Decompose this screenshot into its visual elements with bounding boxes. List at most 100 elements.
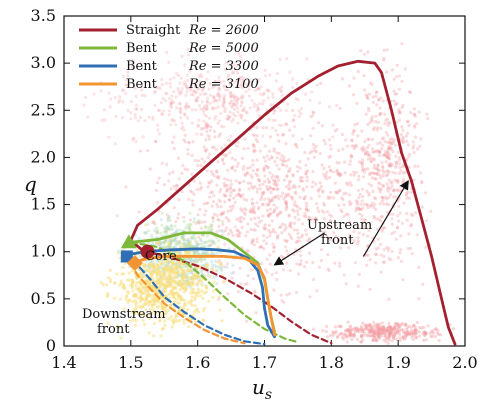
cloud-point [305,175,309,179]
cloud-point [206,228,211,232]
cloud-point [163,239,167,243]
cloud-point [229,187,233,191]
cloud-point [350,139,354,143]
cloud-point [317,189,321,193]
cloud-point [347,334,352,338]
cloud-point [248,210,252,214]
cloud-point [196,220,200,224]
cloud-point [235,84,239,88]
cloud-point [263,68,267,72]
cloud-point [252,243,256,247]
cloud-point [172,90,176,94]
cloud-point [219,269,224,273]
cloud-point [199,163,203,168]
cloud-point [227,115,231,120]
cloud-point [152,228,156,232]
cloud-point [403,67,407,71]
cloud-point [147,269,151,274]
cloud-point [221,222,225,226]
cloud-point [366,205,370,210]
cloud-point [203,250,207,254]
cloud-point [374,171,378,176]
cloud-point [333,129,337,133]
cloud-point [381,195,385,199]
cloud-point [194,91,199,95]
cloud-point [357,207,361,211]
cloud-point [200,88,204,93]
cloud-point [198,92,203,96]
cloud-point [232,102,236,106]
cloud-point [251,163,255,167]
cloud-point [363,139,367,143]
cloud-point [379,270,383,274]
cloud-point [188,189,193,193]
cloud-point [141,318,145,323]
cloud-point [175,291,179,295]
cloud-point [161,251,165,255]
cloud-point [173,238,177,242]
cloud-point [275,214,279,218]
cloud-point [172,239,176,243]
cloud-point [195,250,199,254]
cloud-point [334,330,338,334]
cloud-point [221,157,225,161]
cloud-point [374,149,379,153]
cloud-point [233,168,237,173]
cloud-point [139,61,143,65]
cloud-point [198,207,202,212]
cloud-point [100,118,104,122]
cloud-point [398,211,402,215]
cloud-point [211,200,216,204]
cloud-point [376,325,380,329]
cloud-point [288,169,292,173]
cloud-point [186,147,190,152]
cloud-point [363,152,367,156]
annotation-downstream-line2: front [97,322,130,337]
cloud-point [327,155,331,159]
cloud-point [376,330,380,334]
cloud-point [239,220,243,224]
cloud-point [354,145,358,149]
cloud-point [261,191,265,195]
cloud-point [257,77,261,81]
cloud-point [371,150,375,154]
cloud-point [380,321,384,325]
cloud-point [266,197,270,201]
cloud-point [162,241,166,245]
cloud-point [136,119,140,123]
cloud-point [388,331,392,335]
cloud-point [382,136,386,140]
cloud-point [164,91,168,96]
cloud-point [264,226,268,231]
cloud-point [349,332,353,336]
cloud-point [208,82,212,86]
cloud-point [229,66,234,71]
cloud-point [361,195,365,199]
cloud-point [370,117,374,121]
cloud-point [256,224,260,228]
cloud-point [406,143,411,147]
legend-type-1: Bent [126,41,158,56]
cloud-point [382,153,387,157]
cloud-point [109,277,113,282]
cloud-point [145,295,149,299]
cloud-point [287,213,291,217]
cloud-point [399,259,404,263]
cloud-point [387,157,391,161]
cloud-point [382,153,386,157]
cloud-point [252,143,256,147]
cloud-point [167,179,171,183]
cloud-point [249,173,253,177]
cloud-point [192,250,196,254]
cloud-point [223,242,227,246]
cloud-point [191,244,195,248]
cloud-point [311,170,315,174]
cloud-point [167,296,171,300]
cloud-point [214,259,218,263]
cloud-point [385,182,389,186]
cloud-point [272,245,276,249]
cloud-point [182,321,186,325]
cloud-point [137,236,141,241]
cloud-point [268,231,272,235]
cloud-point [392,138,396,142]
